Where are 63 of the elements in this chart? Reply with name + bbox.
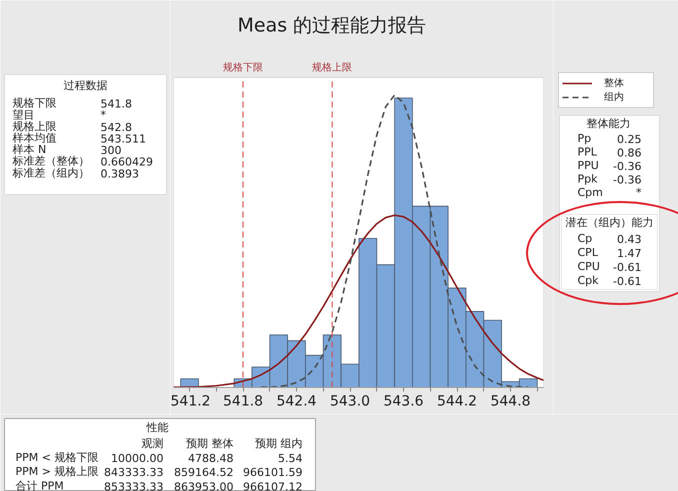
- text: -0.36: [613, 174, 642, 186]
- x-tick-label: 544.2: [436, 394, 478, 410]
- text: 541.8: [100, 98, 132, 111]
- text: 0.3893: [100, 167, 139, 180]
- legend-label: 组内: [604, 90, 625, 104]
- text: -0.61: [613, 275, 642, 288]
- text: 整体能力: [586, 117, 630, 130]
- ref-line-label: 规格下限: [223, 62, 264, 74]
- x-tick-label: 543.0: [330, 394, 370, 410]
- text: 966107.12: [243, 480, 303, 491]
- category-label: 标准差（整体）: [12, 154, 90, 168]
- text: 843333.33: [104, 466, 164, 480]
- text: 0.43: [617, 233, 642, 246]
- category-label: 望目: [12, 108, 34, 122]
- x-tick-label: 544.8: [490, 394, 531, 410]
- text: -0.61: [613, 261, 642, 274]
- x-tick-label: 542.4: [276, 394, 317, 410]
- text: 5.54: [278, 452, 303, 465]
- text: 543.511: [100, 132, 146, 146]
- chart-title: Meas 的过程能力报告: [238, 14, 426, 36]
- text: 0.25: [617, 133, 642, 146]
- category-label: Pp: [578, 132, 592, 145]
- text: 966101.59: [243, 466, 303, 480]
- text: *: [636, 186, 642, 199]
- text: 859164.52: [174, 466, 234, 480]
- x-tick-label: 541.8: [223, 394, 264, 410]
- category-label: 样本均值: [12, 132, 56, 144]
- category-label: CPU: [578, 260, 600, 273]
- text: 0.660429: [100, 156, 153, 169]
- category-label: Ppk: [578, 172, 598, 186]
- category-label: Cpm: [578, 186, 603, 199]
- text: 300: [100, 144, 122, 158]
- category-label: PPU: [578, 159, 599, 172]
- text: 性能: [146, 421, 168, 434]
- category-label: 预期 整体: [186, 437, 234, 450]
- category-label: PPM < 规格下限: [16, 451, 98, 464]
- text: 853333.33: [104, 480, 164, 491]
- category-label: 观测: [142, 437, 164, 450]
- text: 10000.00: [111, 452, 164, 465]
- text: 0.86: [617, 146, 642, 160]
- category-label: 预期 组内: [255, 437, 303, 450]
- category-label: CPL: [578, 246, 598, 259]
- text: 542.8: [100, 120, 132, 134]
- text: 潜在（组内）能力: [566, 216, 654, 229]
- text: *: [100, 108, 106, 122]
- ref-line-label: 规格上限: [312, 62, 352, 74]
- text: 863953.00: [174, 480, 234, 491]
- x-tick-label: 541.2: [170, 394, 211, 410]
- text: 4788.48: [188, 452, 234, 465]
- text: 1.47: [617, 247, 642, 260]
- category-label: 标准差（组内）: [12, 166, 90, 180]
- category-label: 样本 N: [12, 143, 46, 156]
- text: 过程数据: [64, 79, 108, 92]
- category-label: PPL: [578, 146, 597, 158]
- x-tick-label: 543.6: [383, 394, 424, 410]
- category-label: PPM > 规格上限: [16, 465, 98, 478]
- category-label: Cp: [578, 232, 592, 245]
- legend-label: 整体: [604, 77, 625, 90]
- category-label: 规格下限: [12, 96, 56, 110]
- category-label: Cpk: [578, 274, 599, 287]
- text: -0.36: [613, 160, 642, 173]
- category-label: 规格上限: [12, 120, 56, 133]
- category-label: 合计 PPM: [16, 479, 64, 491]
